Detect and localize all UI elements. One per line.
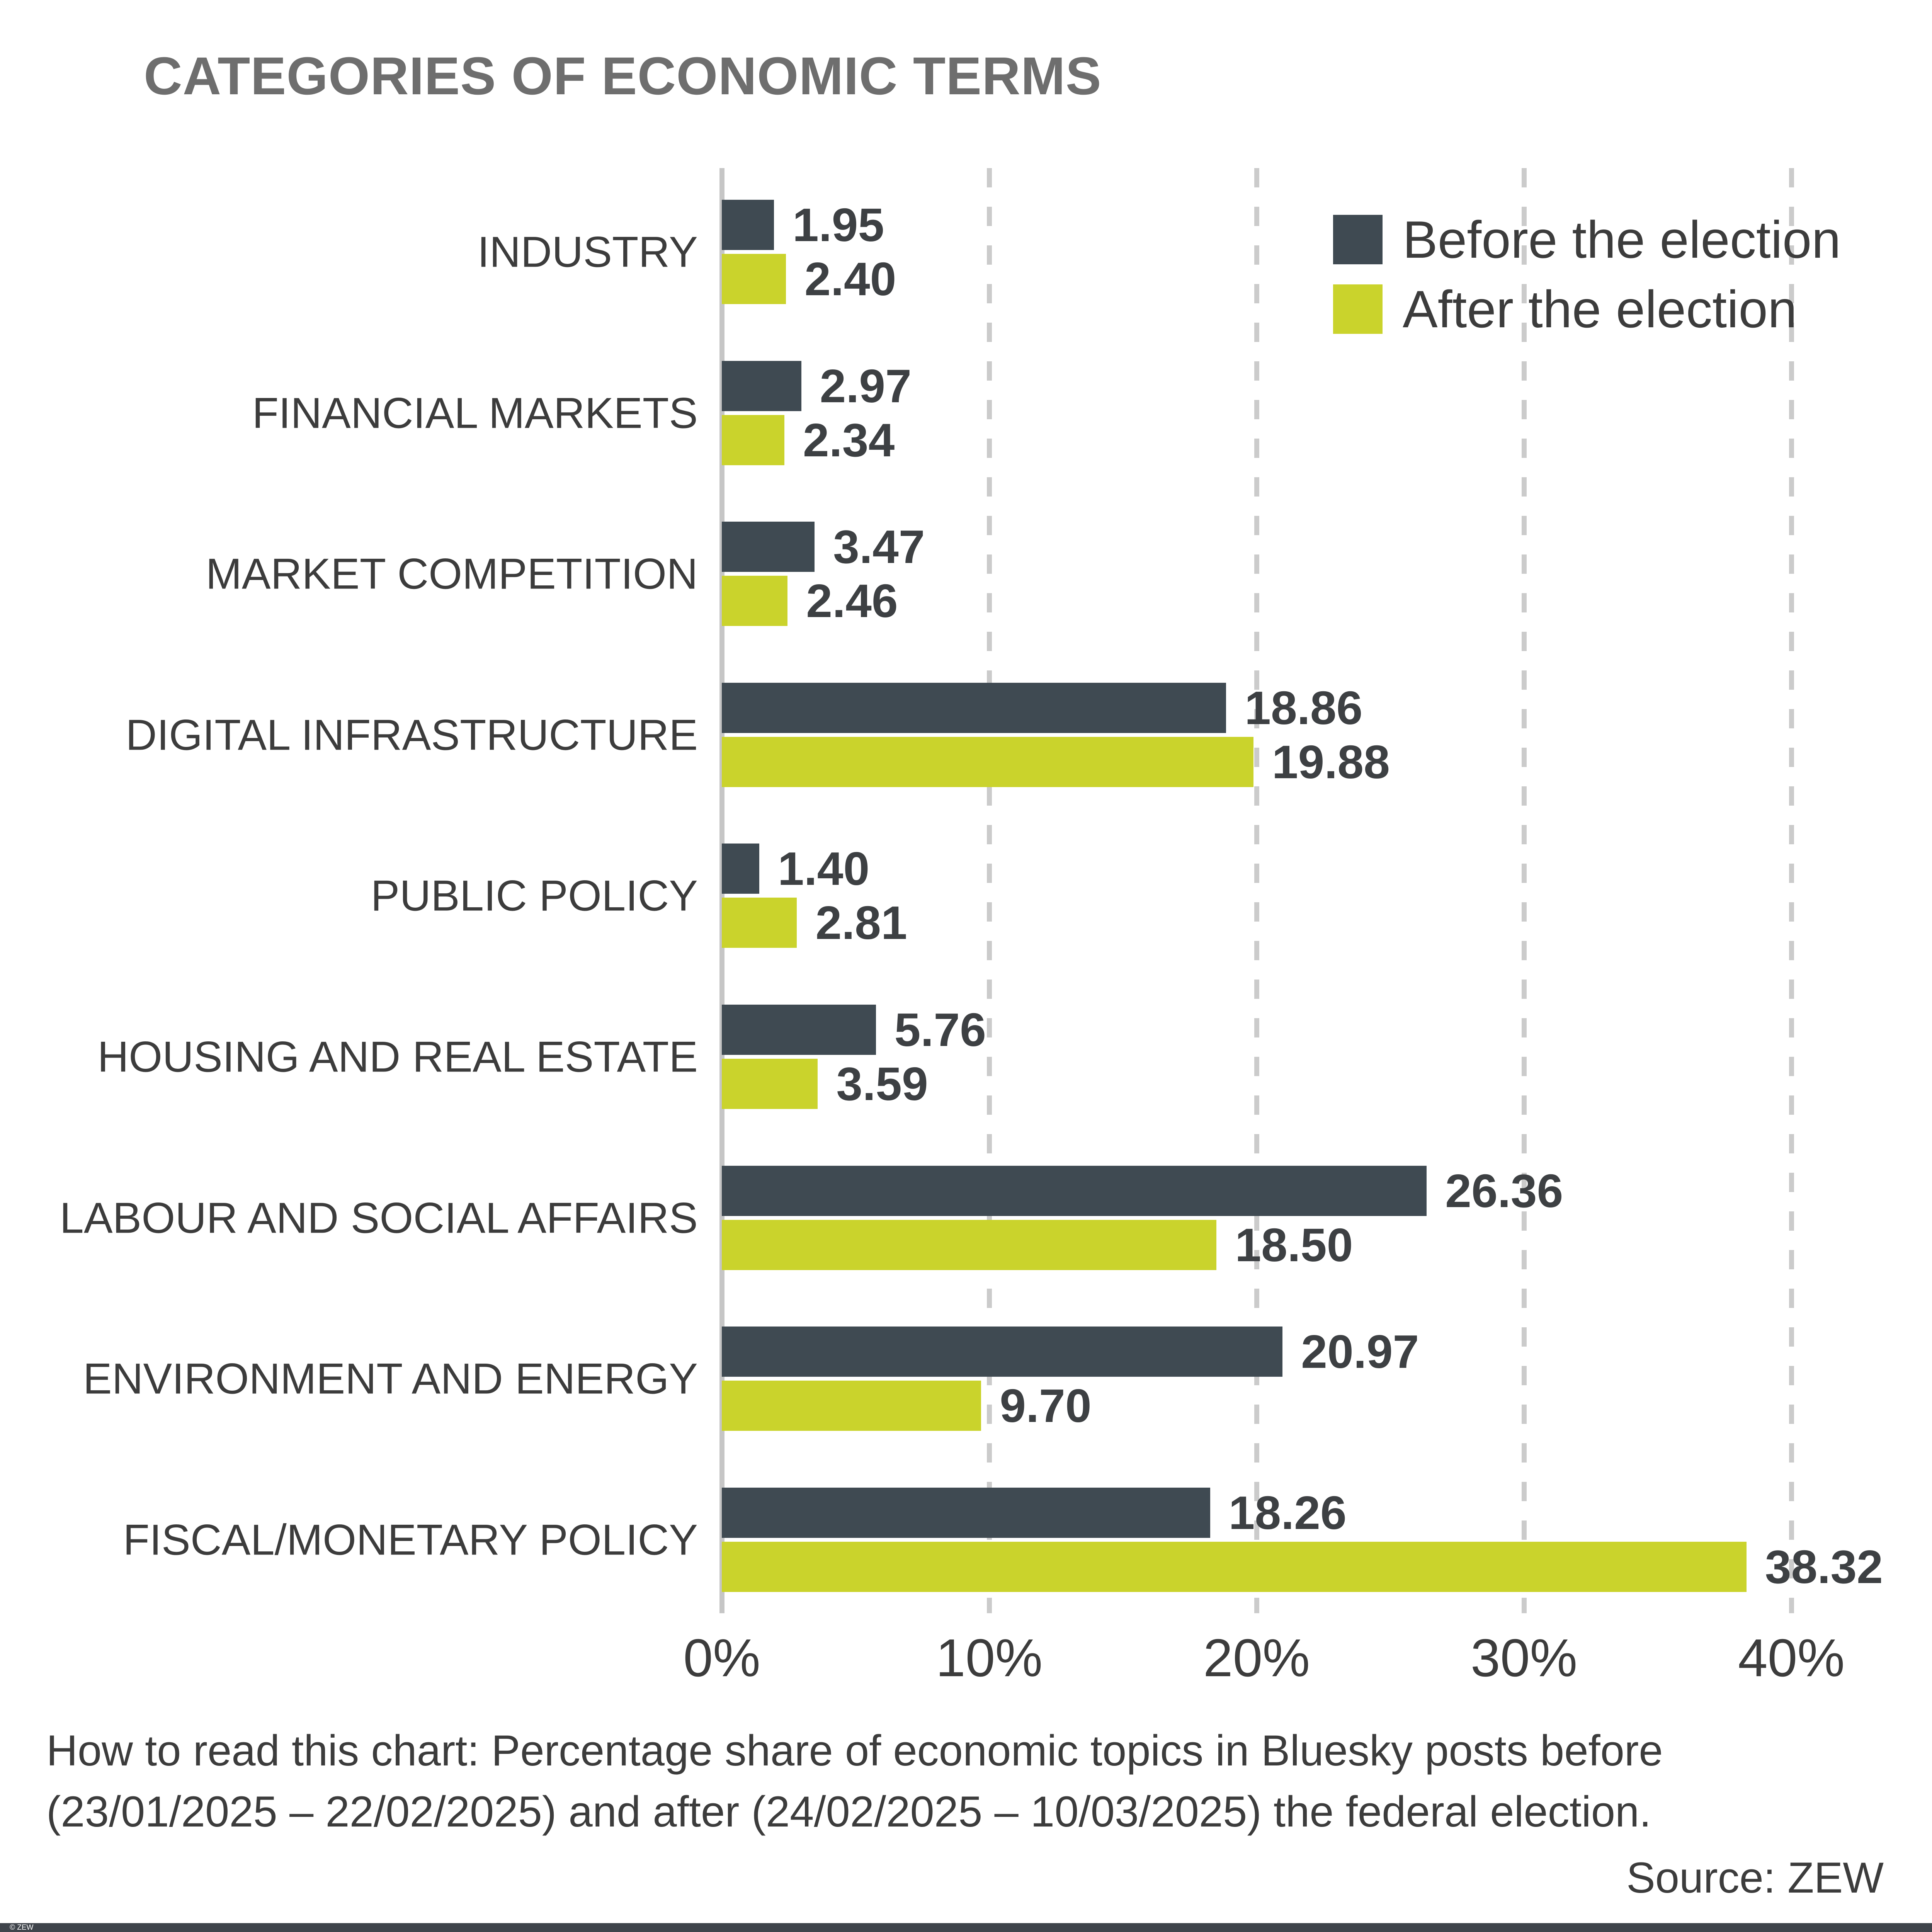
gridline-20: [1254, 168, 1259, 1613]
category-label: ENVIRONMENT AND ENERGY: [83, 1354, 698, 1403]
bar-before: [722, 1165, 1427, 1216]
bar-before: [722, 200, 774, 250]
footer-note: How to read this chart: Percentage share…: [46, 1720, 1886, 1842]
bar-after: [722, 736, 1253, 787]
x-axis-label-0: 0%: [683, 1628, 760, 1688]
value-label-after: 2.34: [803, 413, 895, 466]
category-label: INDUSTRY: [477, 228, 698, 276]
value-label-after: 18.50: [1235, 1218, 1353, 1271]
category-label: DIGITAL INFRASTRUCTURE: [126, 711, 698, 759]
bar-after: [722, 1381, 981, 1431]
legend-label-before: Before the election: [1403, 210, 1841, 269]
bar-after: [722, 415, 784, 465]
bar-after: [722, 576, 788, 626]
bar-after: [722, 254, 786, 304]
x-axis-label-20: 20%: [1203, 1628, 1310, 1688]
value-label-before: 1.40: [777, 842, 870, 895]
category-label: PUBLIC POLICY: [371, 871, 698, 920]
x-axis-label-30: 30%: [1470, 1628, 1578, 1688]
copyright-label: © ZEW: [10, 1923, 34, 1932]
category-label: HOUSING AND REAL ESTATE: [97, 1032, 698, 1081]
bar-after: [722, 1541, 1747, 1592]
bar-before: [722, 522, 815, 572]
source-label: Source: ZEW: [1626, 1854, 1884, 1902]
footer-bar: © ZEW: [0, 1923, 1932, 1932]
legend-item-before: Before the election: [1333, 210, 1841, 269]
category-label: FINANCIAL MARKETS: [252, 389, 698, 437]
value-label-after: 19.88: [1272, 735, 1390, 788]
value-label-before: 3.47: [833, 520, 925, 573]
category-label: FISCAL/MONETARY POLICY: [123, 1515, 698, 1564]
footer-note-line1: How to read this chart: Percentage share…: [46, 1726, 1663, 1775]
value-label-after: 2.46: [806, 575, 898, 628]
footer-note-line2: (23/01/2025 – 22/02/2025) and after (24/…: [46, 1787, 1651, 1836]
legend-swatch-before-icon: [1333, 215, 1383, 264]
legend-label-after: After the election: [1403, 280, 1797, 338]
value-label-before: 26.36: [1445, 1164, 1563, 1217]
gridline-30: [1521, 168, 1527, 1613]
value-label-before: 20.97: [1301, 1325, 1419, 1378]
value-label-after: 38.32: [1765, 1540, 1883, 1593]
bar-before: [722, 1005, 876, 1055]
value-label-before: 1.95: [792, 199, 884, 251]
value-label-before: 2.97: [820, 359, 912, 412]
bar-before: [722, 1327, 1283, 1377]
legend: Before the election After the election: [1333, 210, 1841, 354]
bar-before: [722, 682, 1226, 733]
chart-title: CATEGORIES OF ECONOMIC TERMS: [144, 46, 1102, 106]
value-label-before: 18.26: [1228, 1486, 1347, 1539]
bar-after: [722, 1059, 818, 1109]
category-label: MARKET COMPETITION: [206, 549, 698, 598]
bar-after: [722, 898, 797, 948]
legend-swatch-after-icon: [1333, 284, 1383, 334]
bar-before: [722, 1487, 1210, 1538]
gridline-40: [1789, 168, 1794, 1613]
gridline-10: [986, 168, 992, 1613]
value-label-after: 2.40: [804, 253, 896, 305]
value-label-after: 3.59: [836, 1058, 928, 1110]
bar-after: [722, 1219, 1217, 1270]
legend-item-after: After the election: [1333, 280, 1841, 338]
value-label-after: 9.70: [1000, 1379, 1092, 1432]
category-label: LABOUR AND SOCIAL AFFAIRS: [60, 1194, 698, 1242]
value-label-after: 2.81: [815, 896, 907, 949]
x-axis-label-10: 10%: [935, 1628, 1043, 1688]
x-axis-label-40: 40%: [1738, 1628, 1845, 1688]
value-label-before: 5.76: [894, 1003, 986, 1056]
bar-before: [722, 844, 759, 894]
bar-before: [722, 361, 801, 411]
value-label-before: 18.86: [1245, 681, 1363, 734]
